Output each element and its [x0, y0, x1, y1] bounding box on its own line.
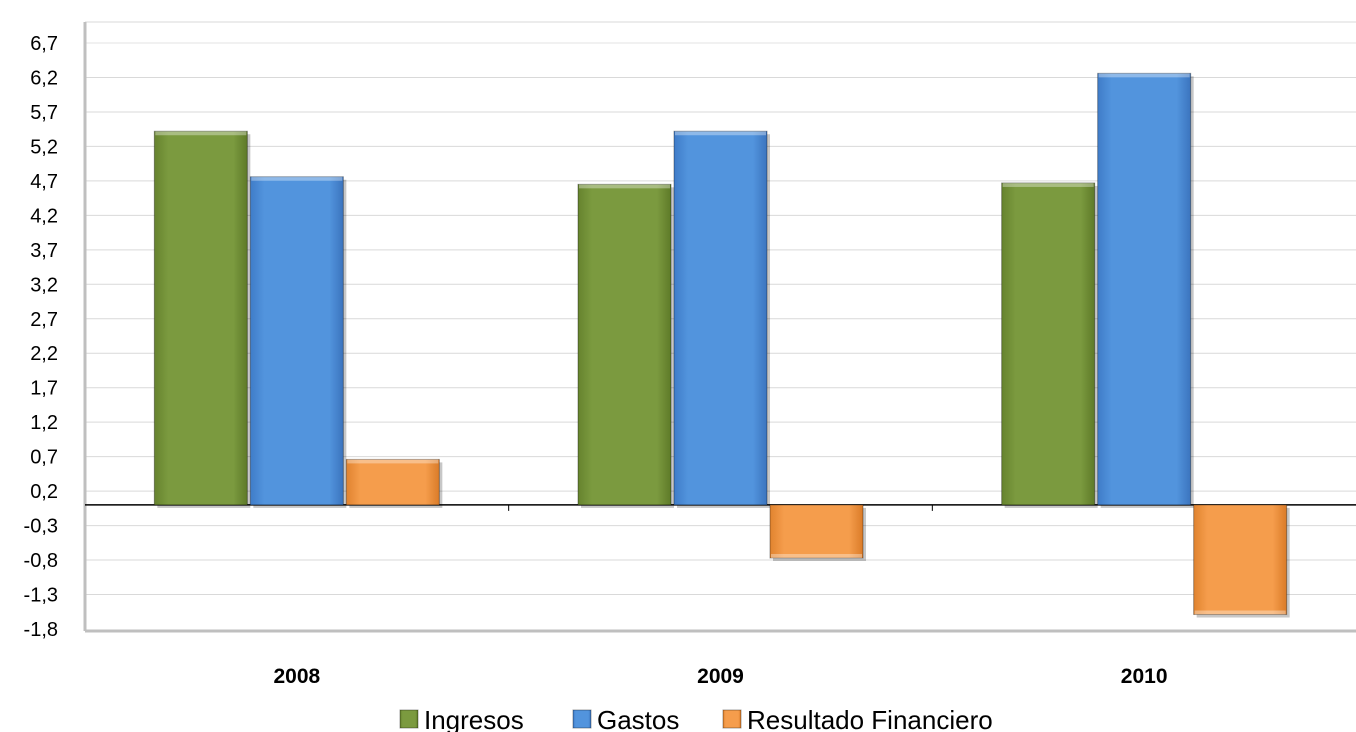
bar-bevel [155, 131, 247, 136]
y-tick-label: 4,2 [30, 205, 58, 227]
legend-swatch [722, 709, 742, 729]
y-tick-label: 1,2 [30, 412, 58, 434]
bar-gastos-2010 [1097, 72, 1192, 506]
legend-label: Resultado Financiero [747, 705, 993, 732]
bar-resultado-financiero-2010 [1193, 504, 1288, 616]
x-category-label: 2010 [1121, 665, 1168, 688]
y-tick-label: 6,2 [30, 67, 58, 89]
legend-label: Ingresos [424, 705, 524, 732]
bar-bevel [251, 176, 343, 181]
y-tick-label: 0,7 [30, 447, 58, 469]
bar-bevel [1194, 610, 1286, 615]
y-tick-label: 6,7 [30, 33, 58, 55]
y-tick-label: -0,8 [24, 550, 58, 572]
bar-ingresos-2010 [1001, 182, 1096, 506]
legend-swatch [572, 709, 592, 729]
bar-gastos-2009 [673, 130, 768, 506]
y-tick-label: 5,2 [30, 136, 58, 158]
bar-ingresos-2008 [153, 130, 248, 506]
x-category-label: 2008 [273, 665, 320, 688]
bar-bevel [347, 459, 439, 464]
y-tick-label: 2,7 [30, 309, 58, 331]
y-tick-label: 2,2 [30, 343, 58, 365]
y-tick-label: 0,2 [30, 481, 58, 503]
bar-bevel [1098, 73, 1190, 78]
bar-bevel [771, 553, 862, 558]
bar-bevel [579, 184, 670, 189]
x-category-label: 2009 [697, 665, 744, 688]
y-tick-label: 3,7 [30, 240, 58, 262]
y-tick-label: 5,7 [30, 102, 58, 124]
bar-bevel [1002, 182, 1094, 187]
bar-gastos-2008 [249, 176, 344, 506]
bars [153, 72, 1290, 618]
axis-labels: 6,7 6,2 5,7 5,2 4,7 4,2 3,7 3,2 2,7 2,2 1,7 1,2 0,7 0… [24, 33, 1168, 688]
y-tick-label: -0,3 [24, 516, 58, 538]
y-tick-label: 1,7 [30, 378, 58, 400]
y-tick-label: -1,3 [24, 585, 58, 607]
y-tick-label: 3,2 [30, 274, 58, 296]
bar-resultado-financiero-2009 [769, 504, 864, 559]
legend-label: Gastos [597, 705, 679, 732]
y-tick-label: -1,8 [24, 619, 58, 641]
bar-ingresos-2009 [577, 183, 672, 506]
legend: Ingresos Gastos Resultado Financiero [399, 705, 993, 732]
bar-resultado-financiero-2008 [345, 458, 440, 506]
y-tick-label: 4,7 [30, 171, 58, 193]
bar-bevel [675, 131, 766, 136]
legend-swatch [399, 709, 419, 729]
